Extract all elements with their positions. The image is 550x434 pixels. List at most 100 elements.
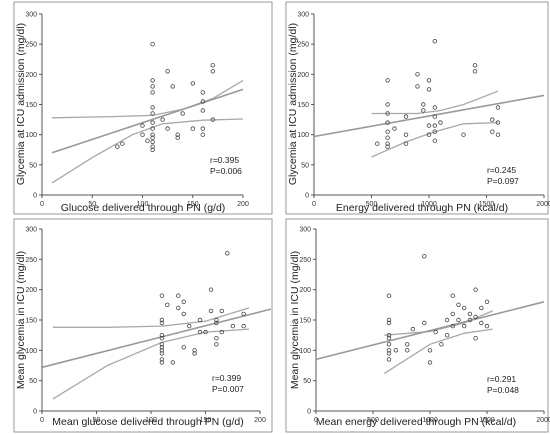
data-point <box>386 293 392 298</box>
data-point <box>490 117 495 122</box>
data-point <box>422 320 427 326</box>
data-point <box>461 132 466 137</box>
data-point <box>214 342 219 347</box>
data-point <box>150 120 155 125</box>
data-point <box>403 141 409 146</box>
data-point <box>200 99 205 104</box>
data-point <box>403 132 409 137</box>
x-tick-label: 500 <box>367 417 379 424</box>
chart-panel-4: 0 500 1000 1500 2000 0 50 100 150 200 250 300 r=0.29… <box>285 218 550 433</box>
data-point <box>432 123 437 128</box>
data-point <box>176 305 181 311</box>
data-point <box>385 120 390 125</box>
data-point <box>197 317 203 323</box>
data-point <box>175 135 180 140</box>
data-point <box>456 317 461 323</box>
data-point <box>159 320 165 326</box>
ci-upper-line <box>51 79 244 119</box>
data-point <box>432 129 437 134</box>
y-tick-label: 0 <box>305 193 309 200</box>
data-point <box>241 311 246 317</box>
data-point <box>432 114 437 119</box>
data-point <box>432 138 437 143</box>
panel-frame <box>285 1 549 215</box>
panel-frame <box>13 1 273 215</box>
data-point <box>150 42 155 47</box>
y-tick-label: 150 <box>299 318 311 325</box>
x-tick-label: 100 <box>145 417 157 424</box>
data-point <box>120 141 125 146</box>
data-point <box>432 39 437 44</box>
y-axis-title: Glycemia at ICU admission (mg/dl) <box>15 23 27 185</box>
data-point <box>495 105 501 110</box>
ci-lower-line <box>371 121 499 158</box>
data-point <box>433 329 438 335</box>
data-point <box>150 111 155 116</box>
data-point <box>159 333 165 338</box>
data-point <box>208 287 214 292</box>
data-point <box>386 336 392 341</box>
data-point <box>386 348 392 353</box>
x-tick-label: 50 <box>93 417 101 424</box>
y-axis-title: Glycemia at ICU admission (mg/dl) <box>287 23 299 185</box>
x-tick-label: 0 <box>40 201 44 208</box>
data-point <box>473 336 478 341</box>
data-point <box>186 323 192 329</box>
data-point <box>203 329 208 335</box>
x-tick-label: 150 <box>200 417 212 424</box>
regression-line <box>315 301 545 361</box>
data-point <box>444 333 450 338</box>
data-point <box>427 360 433 365</box>
data-point <box>214 336 219 341</box>
data-point <box>484 323 490 329</box>
data-point <box>150 105 155 110</box>
data-point <box>225 251 230 256</box>
data-point <box>192 348 197 353</box>
stat-r-value: r=0.399 <box>212 373 241 383</box>
y-tick-label: 100 <box>25 348 37 355</box>
y-tick-label: 250 <box>25 257 37 264</box>
data-point <box>181 345 186 350</box>
data-point <box>385 144 390 149</box>
y-tick-label: 50 <box>29 378 37 385</box>
data-point <box>427 348 433 353</box>
data-point <box>375 141 380 146</box>
y-tick-label: 0 <box>33 193 37 200</box>
x-tick-label: 100 <box>137 201 149 208</box>
x-tick-label: 0 <box>314 417 318 424</box>
data-point <box>159 342 165 347</box>
data-point <box>473 314 478 320</box>
data-point <box>422 254 427 259</box>
ci-lower-line <box>384 328 493 374</box>
data-point <box>472 69 478 74</box>
data-point <box>386 357 392 362</box>
y-tick-label: 0 <box>33 409 37 416</box>
x-tick-label: 500 <box>366 201 378 208</box>
ci-upper-line <box>52 307 250 328</box>
data-point <box>462 305 467 311</box>
data-point <box>159 317 165 323</box>
y-tick-label: 150 <box>25 102 37 109</box>
data-point <box>392 126 397 131</box>
data-point <box>230 323 235 329</box>
y-tick-label: 100 <box>299 348 311 355</box>
data-point <box>159 360 165 365</box>
data-point <box>140 123 145 128</box>
y-tick-label: 150 <box>25 318 37 325</box>
data-point <box>385 102 390 107</box>
data-point <box>421 108 426 113</box>
data-point <box>421 102 426 107</box>
data-point <box>200 90 205 95</box>
data-point <box>150 147 155 152</box>
x-tick-label: 2000 <box>536 417 550 424</box>
stat-r-value: r=0.245 <box>487 165 516 175</box>
y-axis-title: Mean glycemia in ICU (mg/dl) <box>289 251 301 389</box>
y-tick-label: 250 <box>25 42 37 49</box>
data-point <box>159 348 165 353</box>
data-point <box>467 317 473 323</box>
y-tick-label: 150 <box>297 102 309 109</box>
y-tick-label: 250 <box>299 257 311 264</box>
data-point <box>150 144 155 149</box>
data-point <box>410 326 416 332</box>
data-point <box>159 357 165 362</box>
